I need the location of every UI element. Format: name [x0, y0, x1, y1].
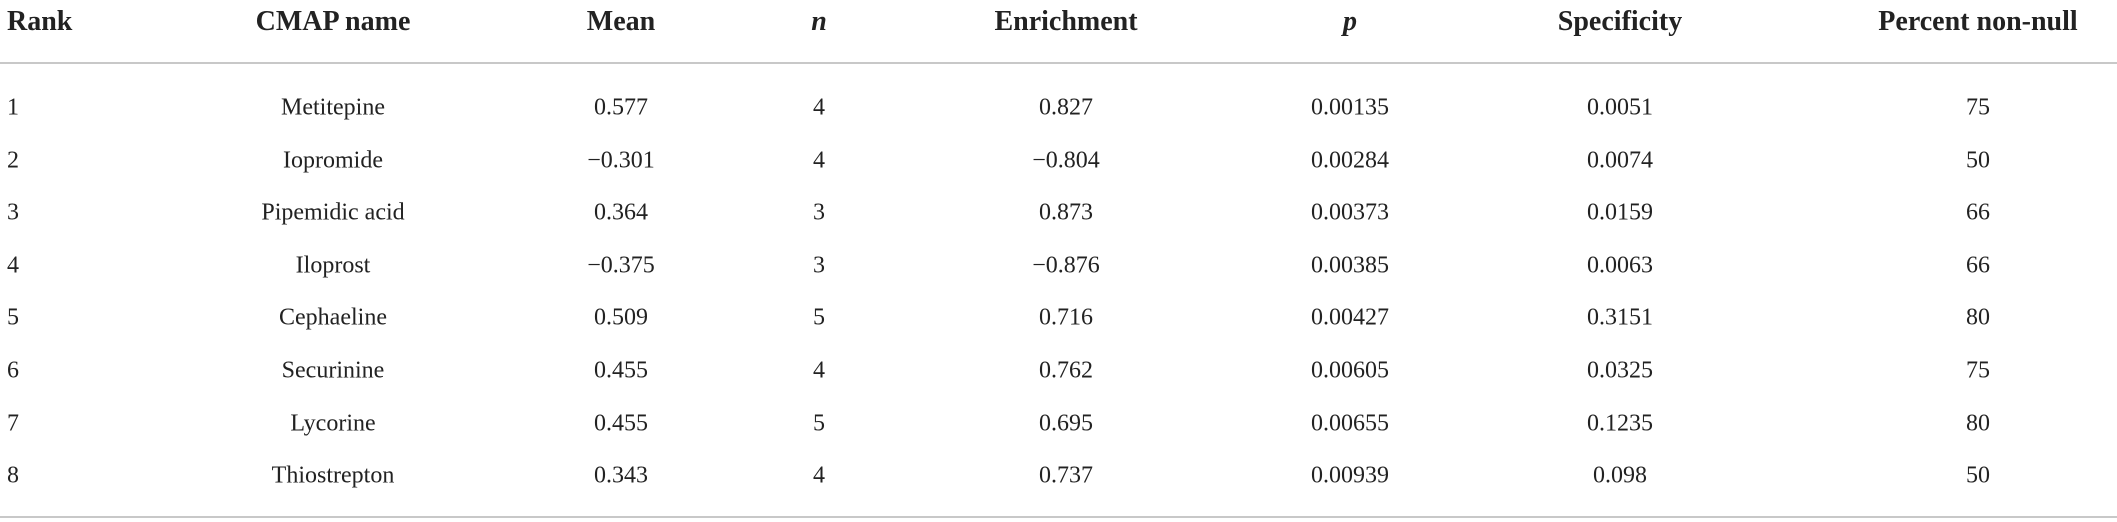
table-cell: 0.737	[1039, 462, 1093, 489]
table-cell: 0.762	[1039, 357, 1093, 384]
table-cell: 0.455	[594, 410, 648, 437]
table-cell: Pipemidic acid	[261, 199, 405, 226]
table-cell: 0.00655	[1311, 410, 1389, 437]
table-cell: Securinine	[281, 357, 385, 384]
table-cell: −0.804	[1032, 147, 1100, 174]
table-cell: 4	[813, 147, 825, 174]
table-cell: 0.00605	[1311, 357, 1389, 384]
table-cell: 3	[813, 199, 825, 226]
table-cell: Lycorine	[290, 410, 376, 437]
table-cell: 0.455	[594, 357, 648, 384]
table-cell: 0.577	[594, 94, 648, 121]
table-cell: 3	[7, 199, 19, 226]
column-header: Percent non-null	[1878, 6, 2078, 37]
column-header: Specificity	[1557, 6, 1683, 37]
table-cell: 0.00385	[1311, 252, 1389, 279]
table-cell: 0.695	[1039, 410, 1093, 437]
column-header: p	[1343, 6, 1357, 37]
table-cell: 8	[7, 462, 19, 489]
table-cell: −0.375	[587, 252, 655, 279]
table-cell: 0.1235	[1587, 410, 1653, 437]
table-cell: 50	[1966, 147, 1990, 174]
table-cell: Cephaeline	[279, 304, 387, 331]
table-cell: 50	[1966, 462, 1990, 489]
table-cell: 4	[813, 462, 825, 489]
table-cell: 0.343	[594, 462, 648, 489]
bottom-rule	[0, 516, 2117, 518]
table-cell: 5	[813, 410, 825, 437]
table-cell: 0.873	[1039, 199, 1093, 226]
table-cell: 6	[7, 357, 19, 384]
table-cell: 0.0159	[1587, 199, 1653, 226]
table-cell: Iloprost	[295, 252, 371, 279]
table-cell: 0.509	[594, 304, 648, 331]
table-cell: 0.00284	[1311, 147, 1389, 174]
table-cell: 0.00373	[1311, 199, 1389, 226]
table-cell: 0.0063	[1587, 252, 1653, 279]
table-cell: 0.00427	[1311, 304, 1389, 331]
table-cell: 3	[813, 252, 825, 279]
table-cell: 0.0051	[1587, 94, 1653, 121]
table-cell: 0.364	[594, 199, 648, 226]
table-cell: Metitepine	[281, 94, 385, 121]
table-cell: 66	[1966, 252, 1990, 279]
table-cell: 7	[7, 410, 19, 437]
column-header: Enrichment	[994, 6, 1138, 37]
table-cell: 66	[1966, 199, 1990, 226]
table-cell: 4	[813, 357, 825, 384]
column-header: Mean	[586, 6, 656, 37]
table-cell: 0.098	[1593, 462, 1647, 489]
column-header: Rank	[7, 6, 73, 37]
table-cell: 80	[1966, 304, 1990, 331]
table-cell: 0.716	[1039, 304, 1093, 331]
table-cell: 0.0325	[1587, 357, 1653, 384]
table-cell: 0.00135	[1311, 94, 1389, 121]
table-cell: 0.827	[1039, 94, 1093, 121]
table-cell: 0.0074	[1587, 147, 1653, 174]
table-cell: 5	[813, 304, 825, 331]
table-cell: 2	[7, 147, 19, 174]
table-cell: 4	[813, 94, 825, 121]
table-cell: 5	[7, 304, 19, 331]
table-cell: Thiostrepton	[271, 462, 395, 489]
table-cell: 75	[1966, 94, 1990, 121]
header-rule	[0, 62, 2117, 64]
table-cell: −0.301	[587, 147, 655, 174]
table-cell: 0.3151	[1587, 304, 1653, 331]
table-cell: 0.00939	[1311, 462, 1389, 489]
table-cell: 75	[1966, 357, 1990, 384]
column-header: CMAP name	[255, 6, 411, 37]
table-cell: 80	[1966, 410, 1990, 437]
table-cell: 4	[7, 252, 19, 279]
table-cell: Iopromide	[283, 147, 383, 174]
table-cell: −0.876	[1032, 252, 1100, 279]
column-header: n	[811, 6, 827, 37]
table-cell: 1	[7, 94, 19, 121]
